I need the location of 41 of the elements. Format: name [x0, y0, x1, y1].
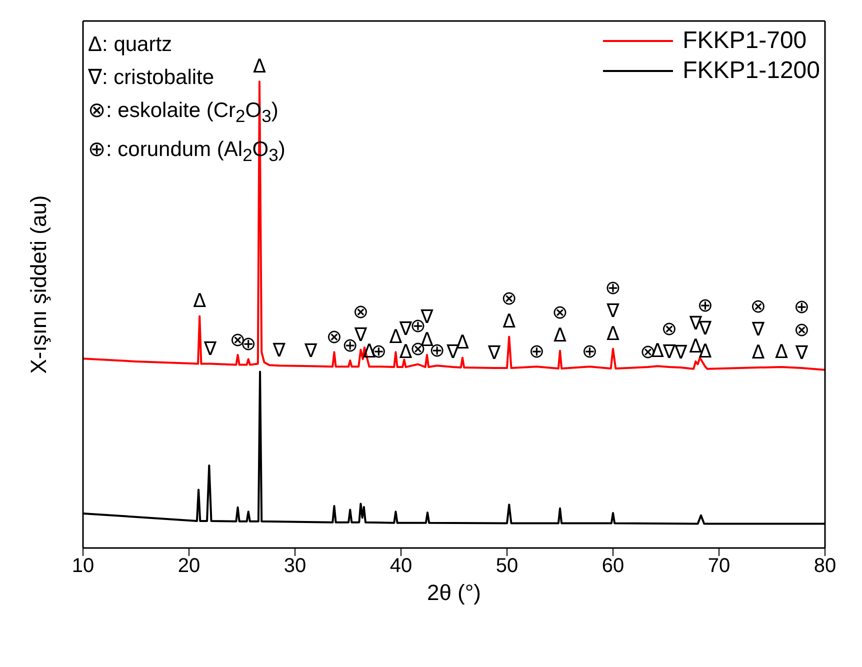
annotation: ∇: cristobalite	[88, 66, 214, 89]
text: Δ: quartz	[88, 33, 172, 56]
annotation: ∇	[486, 342, 501, 364]
annotation: ⊕	[605, 276, 621, 299]
legend-label: FKKP1-1200	[682, 56, 820, 86]
x-tick-label: 10	[72, 555, 94, 578]
annotation: Δ	[752, 342, 765, 364]
annotation: Δ	[554, 324, 566, 347]
x-tick-label: 70	[708, 555, 730, 578]
annotation: ⊗	[552, 302, 568, 324]
x-tick-label: 30	[284, 555, 306, 578]
x-axis-title: 2θ (°)	[426, 580, 482, 605]
annotation: ⊕	[582, 340, 598, 363]
x-tick-label: 50	[496, 555, 518, 578]
annotation: ⊗	[750, 296, 766, 318]
x-tick-label: 80	[814, 555, 836, 578]
annotation: ⊗	[326, 326, 342, 348]
annotation: ⊕	[794, 296, 810, 318]
legend-label: FKKP1-700	[682, 26, 807, 56]
annotation: ∇	[662, 341, 676, 364]
annotation: ⊕	[528, 340, 545, 363]
annotation: Δ	[193, 290, 206, 312]
annotation: ∇	[750, 318, 765, 341]
annotation: ⊕	[697, 294, 714, 317]
annotation: Δ	[502, 310, 516, 333]
annotation: ∇	[304, 340, 318, 362]
annotation: ∇	[606, 300, 620, 322]
y-axis-title: X-ışını şiddeti (au)	[26, 195, 51, 374]
annotation: ∇	[794, 342, 808, 364]
annotation: Δ	[252, 56, 266, 78]
x-tick-label: 40	[390, 555, 412, 578]
annotation: ∇	[272, 340, 286, 362]
annotation: ⊗	[794, 318, 810, 341]
annotation: Δ	[775, 341, 788, 364]
annotation: ∇	[202, 338, 217, 360]
annotation: Δ	[606, 322, 620, 345]
annotation: ⊗	[501, 288, 518, 310]
x-tick-label: 20	[178, 555, 200, 578]
annotation: ⊗	[352, 300, 369, 323]
x-tick-label: 60	[602, 555, 624, 578]
annotation: ⊗	[661, 318, 678, 340]
